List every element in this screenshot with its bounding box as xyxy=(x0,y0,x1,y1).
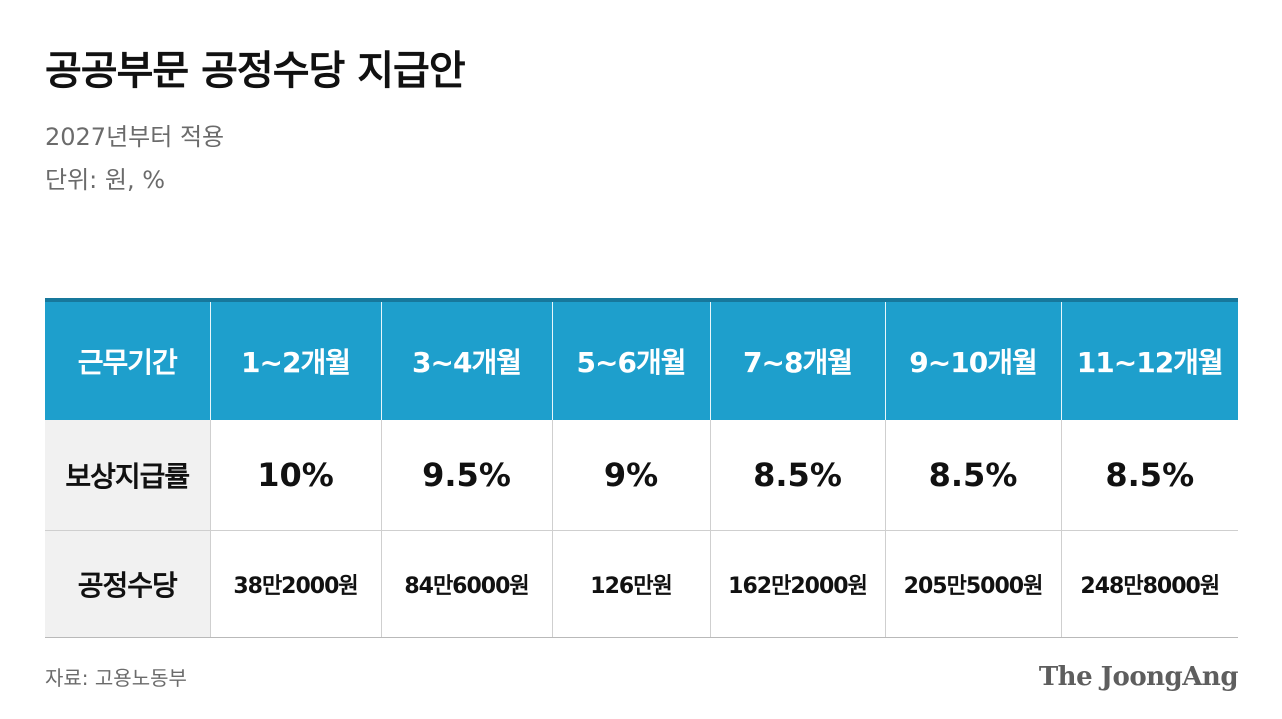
page-title: 공공부문 공정수당 지급안 xyxy=(45,48,466,94)
page-subtitle: 2027년부터 적용 xyxy=(45,123,225,151)
table-cell: 9.5% xyxy=(381,420,553,531)
table-cell: 9% xyxy=(552,420,711,531)
table-cell: 248만8000원 xyxy=(1061,530,1238,638)
column-header: 11~12개월 xyxy=(1061,298,1238,420)
source-note: 자료: 고용노동부 xyxy=(45,666,187,690)
column-header: 3~4개월 xyxy=(381,298,553,420)
brand-logo: The JoongAng xyxy=(1038,662,1239,692)
table-cell: 8.5% xyxy=(1061,420,1238,531)
table-cell: 38만2000원 xyxy=(210,530,382,638)
column-header: 5~6개월 xyxy=(552,298,711,420)
table-cell: 10% xyxy=(210,420,382,531)
column-header: 9~10개월 xyxy=(885,298,1062,420)
table-cell: 205만5000원 xyxy=(885,530,1062,638)
allowance-table: 근무기간 1~2개월 3~4개월 5~6개월 7~8개월 9~10개월 11~1… xyxy=(45,298,1238,638)
column-header-period: 근무기간 xyxy=(45,298,211,420)
unit-note: 단위: 원, % xyxy=(45,166,166,194)
table-cell: 84만6000원 xyxy=(381,530,553,638)
table-cell: 8.5% xyxy=(885,420,1062,531)
table-cell: 162만2000원 xyxy=(710,530,886,638)
table-header-row: 근무기간 1~2개월 3~4개월 5~6개월 7~8개월 9~10개월 11~1… xyxy=(45,298,1238,420)
column-header: 7~8개월 xyxy=(710,298,886,420)
table-row-compensation-rate: 보상지급률 10% 9.5% 9% 8.5% 8.5% 8.5% xyxy=(45,420,1238,531)
row-label: 보상지급률 xyxy=(45,420,211,531)
table-row-fair-allowance: 공정수당 38만2000원 84만6000원 126만원 162만2000원 2… xyxy=(45,530,1238,638)
column-header: 1~2개월 xyxy=(210,298,382,420)
table-cell: 126만원 xyxy=(552,530,711,638)
row-label: 공정수당 xyxy=(45,530,211,638)
table-cell: 8.5% xyxy=(710,420,886,531)
